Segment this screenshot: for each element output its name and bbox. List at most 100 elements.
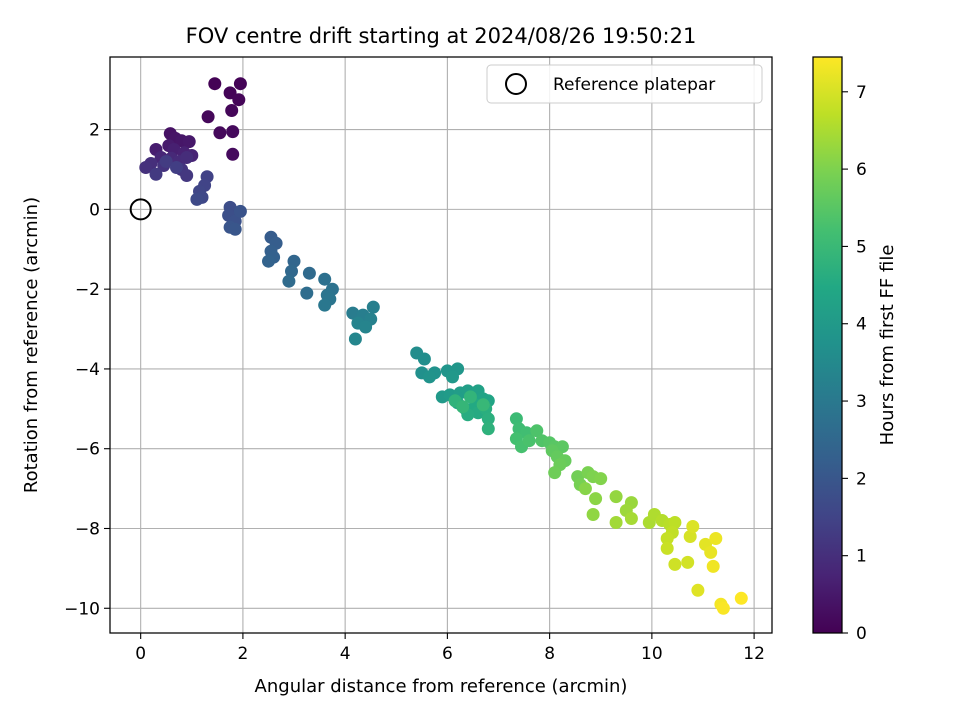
data-point [716,601,730,615]
data-point [262,254,275,268]
data-point [318,298,332,312]
data-point [522,434,536,448]
colorbar-gradient [813,57,842,633]
data-point [226,125,240,139]
data-point [463,390,477,404]
data-point [509,412,523,426]
x-tick-label: 2 [237,644,248,664]
colorbar-tick-label: 2 [856,469,867,489]
chart-title: FOV centre drift starting at 2024/08/26 … [186,24,697,48]
data-point [481,422,495,436]
data-point [481,412,495,426]
data-point [609,516,623,529]
data-point [208,77,222,91]
legend: Reference platepar [486,64,763,104]
data-point [287,254,301,268]
data-point [223,86,237,100]
plot-frame [109,56,773,634]
data-point [594,472,608,486]
y-tick-label: 2 [89,121,100,141]
plot-area: 0 2 4 6 8 10 12 −10 −8 −6 −4 −2 0 2 [64,56,773,664]
data-point [139,161,153,174]
x-axis-label: Angular distance from reference (arcmin) [255,676,628,697]
data-point [578,482,592,496]
reference-platepar-marker [129,198,152,221]
data-point [300,286,314,300]
data-point [190,192,204,206]
data-point [609,490,623,504]
data-point [704,545,718,559]
data-points [139,77,748,615]
data-point [660,532,674,545]
data-point [180,151,194,164]
colorbar-label: Hours from first FF file [877,245,898,446]
legend-box [486,64,763,104]
data-point [180,169,194,182]
data-point [660,541,674,555]
data-point [201,110,215,124]
data-point [555,440,569,454]
data-point [691,583,705,597]
colorbar-tick-label: 6 [856,160,867,180]
colorbar-ticks: 0 1 2 3 4 5 6 7 [842,83,867,644]
data-point [624,512,638,525]
data-point [232,93,246,107]
data-point [548,466,562,480]
data-point [318,272,332,286]
data-point [282,274,296,288]
data-point [149,167,163,181]
x-tick-label: 4 [340,644,351,664]
data-point [228,222,242,236]
y-tick-label: −6 [75,440,100,460]
grid-lines [110,57,772,633]
data-point [170,161,183,174]
data-point [233,77,247,91]
data-point [233,204,247,218]
data-point [366,300,380,314]
data-point [359,320,373,334]
data-point [686,520,700,533]
colorbar-tick-label: 3 [856,392,867,412]
legend-marker-icon [505,73,527,95]
x-tick-label: 10 [641,644,663,664]
colorbar-tick-label: 1 [856,547,867,567]
data-point [709,532,723,545]
colorbar: 0 1 2 3 4 5 6 7 Hours from first FF file [812,56,898,644]
data-point [225,104,239,117]
data-point [476,398,490,412]
data-point [706,559,720,573]
data-point [668,557,682,571]
data-point [683,530,697,543]
data-point [446,370,459,384]
x-tick-label: 6 [442,644,453,664]
x-tick-label: 8 [544,644,555,664]
x-axis-ticks: 0 2 4 6 8 10 12 [135,633,765,664]
data-point [668,516,682,529]
data-point [456,400,470,414]
x-tick-label: 0 [135,644,146,664]
data-point [589,492,603,506]
data-point [302,266,316,280]
data-point [423,370,436,384]
colorbar-tick-label: 5 [856,237,867,257]
data-point [346,306,360,320]
data-point [285,264,298,278]
data-point [586,508,600,521]
data-point [734,591,748,605]
colorbar-tick-label: 7 [856,83,867,103]
colorbar-frame [812,56,843,634]
y-tick-label: 0 [89,200,100,220]
y-axis-label: Rotation from reference (arcmin) [21,197,42,493]
data-point [417,352,431,366]
x-tick-label: 12 [743,644,765,664]
colorbar-tick-label: 0 [856,624,867,644]
y-tick-label: −10 [64,599,100,619]
data-point [213,126,227,140]
data-point [681,555,695,569]
colorbar-tick-label: 4 [856,315,867,335]
y-tick-label: −4 [75,360,100,380]
y-tick-label: −2 [75,280,100,300]
data-point [348,332,362,346]
legend-label: Reference platepar [553,75,715,95]
